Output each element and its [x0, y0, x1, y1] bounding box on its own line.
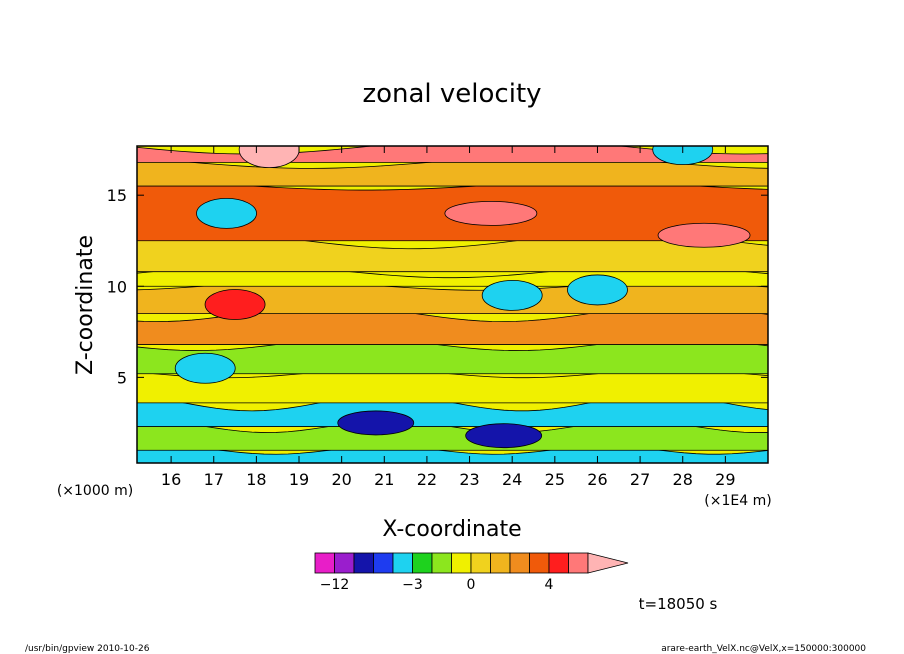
- contour-blob: [567, 274, 628, 306]
- colorbar-swatch: [431, 552, 452, 574]
- x-tick-label: 28: [673, 470, 693, 489]
- colorbar-tick-label: −3: [402, 577, 423, 593]
- colorbar-tick-label: 0: [467, 577, 476, 593]
- x-tick-label: 23: [459, 470, 479, 489]
- contour-blob: [337, 410, 415, 436]
- x-axis-label: X-coordinate: [382, 517, 521, 542]
- colorbar-swatch: [353, 552, 374, 574]
- x-tick-label: 22: [417, 470, 437, 489]
- contour-blob: [465, 423, 543, 449]
- plot-frame: [136, 145, 769, 464]
- x-tick-label: 16: [161, 470, 181, 489]
- colorbar-swatch: [548, 552, 569, 574]
- x-tick-label: 18: [246, 470, 266, 489]
- colorbar-swatch: [314, 552, 335, 574]
- x-tick-label: 29: [715, 470, 735, 489]
- y-axis: 5 10 15: [107, 186, 768, 387]
- x-tick-label: 24: [502, 470, 522, 489]
- y-tick-label: 15: [107, 186, 127, 205]
- time-label: t=18050 s: [639, 595, 718, 613]
- colorbar-swatch: [392, 552, 413, 574]
- y-tick-label: 10: [107, 277, 127, 296]
- contour-blob: [204, 289, 266, 320]
- footer-right: arare-earth_VelX.nc@VelX,x=150000:300000: [661, 644, 866, 654]
- contour-blob: [481, 279, 543, 311]
- contour-blob: [657, 222, 751, 248]
- y-axis-label: Z-coordinate: [73, 235, 98, 375]
- colorbar-tick-label: 4: [545, 577, 554, 593]
- contour-blob: [444, 201, 538, 226]
- x-unit-right: (×1E4 m): [704, 493, 771, 509]
- x-tick-label: 25: [545, 470, 565, 489]
- colorbar-extend-arrow: [587, 552, 629, 574]
- contour-blob: [652, 146, 714, 166]
- colorbar-swatch: [568, 552, 589, 574]
- colorbar-swatch: [334, 552, 355, 574]
- chart-title: zonal velocity: [362, 79, 541, 109]
- colorbar-swatch: [451, 552, 472, 574]
- colorbar-swatch: [490, 552, 511, 574]
- contour-blob: [196, 198, 257, 229]
- x-tick-label: 20: [331, 470, 351, 489]
- x-axis: 16 17 18 19 20 21 22 23 24 25 26 27 28 29: [161, 146, 736, 489]
- colorbar: −12 −3 0 4: [314, 552, 629, 593]
- footer-left: /usr/bin/gpview 2010-10-26: [25, 644, 150, 654]
- plot-area: [136, 145, 769, 464]
- contour-blob: [238, 146, 300, 169]
- colorbar-swatch: [529, 552, 550, 574]
- x-tick-label: 19: [289, 470, 309, 489]
- x-tick-label: 27: [630, 470, 650, 489]
- colorbar-swatch: [412, 552, 433, 574]
- y-tick-label: 5: [117, 368, 127, 387]
- contour-blob: [174, 352, 236, 384]
- colorbar-tick-label: −12: [320, 577, 350, 593]
- colorbar-swatch: [373, 552, 394, 574]
- colorbar-swatch: [509, 552, 530, 574]
- x-tick-label: 17: [204, 470, 224, 489]
- x-tick-label: 21: [374, 470, 394, 489]
- contour-fill: [137, 146, 768, 463]
- x-tick-label: 26: [587, 470, 607, 489]
- colorbar-swatch: [470, 552, 491, 574]
- x-unit-left: (×1000 m): [57, 483, 133, 499]
